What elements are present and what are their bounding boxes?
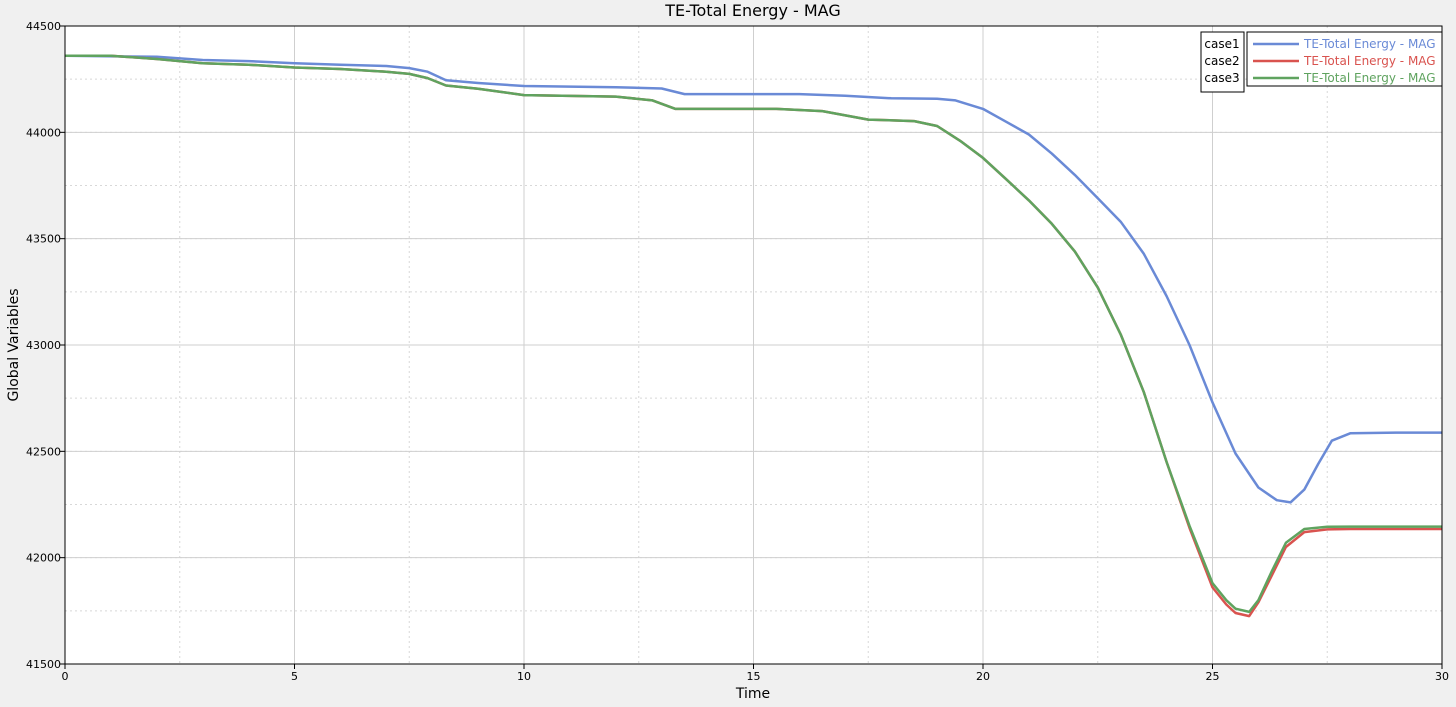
y-tick-label: 43500 [26,233,61,246]
chart-title: TE-Total Energy - MAG [664,1,840,20]
legend-label-case3: TE-Total Energy - MAG [1303,71,1436,85]
case-label-case2: case2 [1204,54,1239,68]
x-tick-label: 20 [976,670,990,683]
y-tick-label: 44000 [26,126,61,139]
case-label-case3: case3 [1204,71,1239,85]
x-axis-label: Time [735,686,770,702]
y-tick-label: 43000 [26,339,61,352]
legend: case1 TE-Total Energy - MAG case2 TE-Total … [1200,31,1443,93]
case-label-case1: case1 [1204,37,1239,51]
y-tick-label: 44500 [26,20,61,33]
series-line-case1 [64,54,1442,504]
series-line-case3 [65,54,1442,614]
x-tick-label: 10 [517,670,531,683]
x-tick-label: 30 [1435,670,1449,683]
x-tick-label: 15 [747,670,761,683]
x-axis: 0 5 10 15 20 25 30 [62,664,1449,683]
x-tick-label: 5 [291,670,298,683]
y-tick-label: 42500 [26,445,61,458]
y-axis: 41500 42000 42500 43000 43500 44000 44500 [26,20,65,671]
y-axis-label: Global Variables [6,288,22,401]
x-tick-label: 0 [62,670,69,683]
y-tick-label: 42000 [26,552,61,565]
series-layer [64,54,1442,618]
case-legend-box [1200,31,1245,93]
legend-label-case1: TE-Total Energy - MAG [1303,37,1436,51]
legend-items: case1 TE-Total Energy - MAG case2 TE-Total … [1204,37,1435,85]
y-tick-label: 41500 [26,658,61,671]
legend-label-case2: TE-Total Energy - MAG [1303,54,1436,68]
x-tick-label: 25 [1206,670,1220,683]
